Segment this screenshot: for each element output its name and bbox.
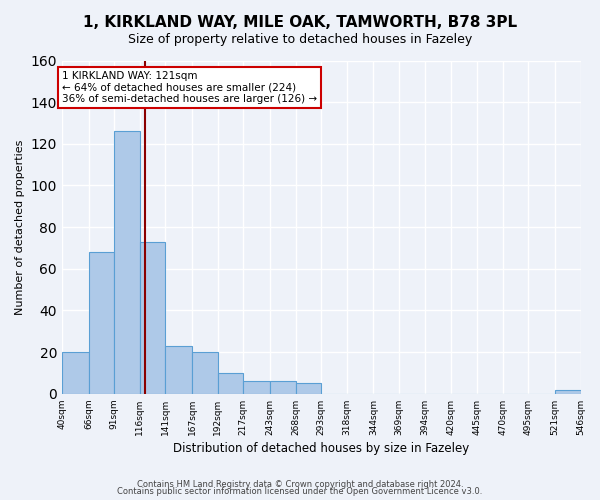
Bar bbox=[192, 352, 218, 394]
Text: Contains public sector information licensed under the Open Government Licence v3: Contains public sector information licen… bbox=[118, 487, 482, 496]
Bar bbox=[166, 346, 192, 394]
Text: Contains HM Land Registry data © Crown copyright and database right 2024.: Contains HM Land Registry data © Crown c… bbox=[137, 480, 463, 489]
Bar bbox=[62, 352, 89, 394]
Bar bbox=[140, 242, 166, 394]
Bar bbox=[218, 373, 244, 394]
Bar bbox=[270, 382, 296, 394]
Bar bbox=[244, 382, 270, 394]
Bar bbox=[555, 390, 581, 394]
X-axis label: Distribution of detached houses by size in Fazeley: Distribution of detached houses by size … bbox=[173, 442, 469, 455]
Text: Size of property relative to detached houses in Fazeley: Size of property relative to detached ho… bbox=[128, 32, 472, 46]
Text: 1 KIRKLAND WAY: 121sqm
← 64% of detached houses are smaller (224)
36% of semi-de: 1 KIRKLAND WAY: 121sqm ← 64% of detached… bbox=[62, 71, 317, 104]
Bar bbox=[114, 132, 140, 394]
Bar bbox=[89, 252, 114, 394]
Text: 1, KIRKLAND WAY, MILE OAK, TAMWORTH, B78 3PL: 1, KIRKLAND WAY, MILE OAK, TAMWORTH, B78… bbox=[83, 15, 517, 30]
Bar bbox=[296, 384, 321, 394]
Y-axis label: Number of detached properties: Number of detached properties bbox=[15, 140, 25, 315]
